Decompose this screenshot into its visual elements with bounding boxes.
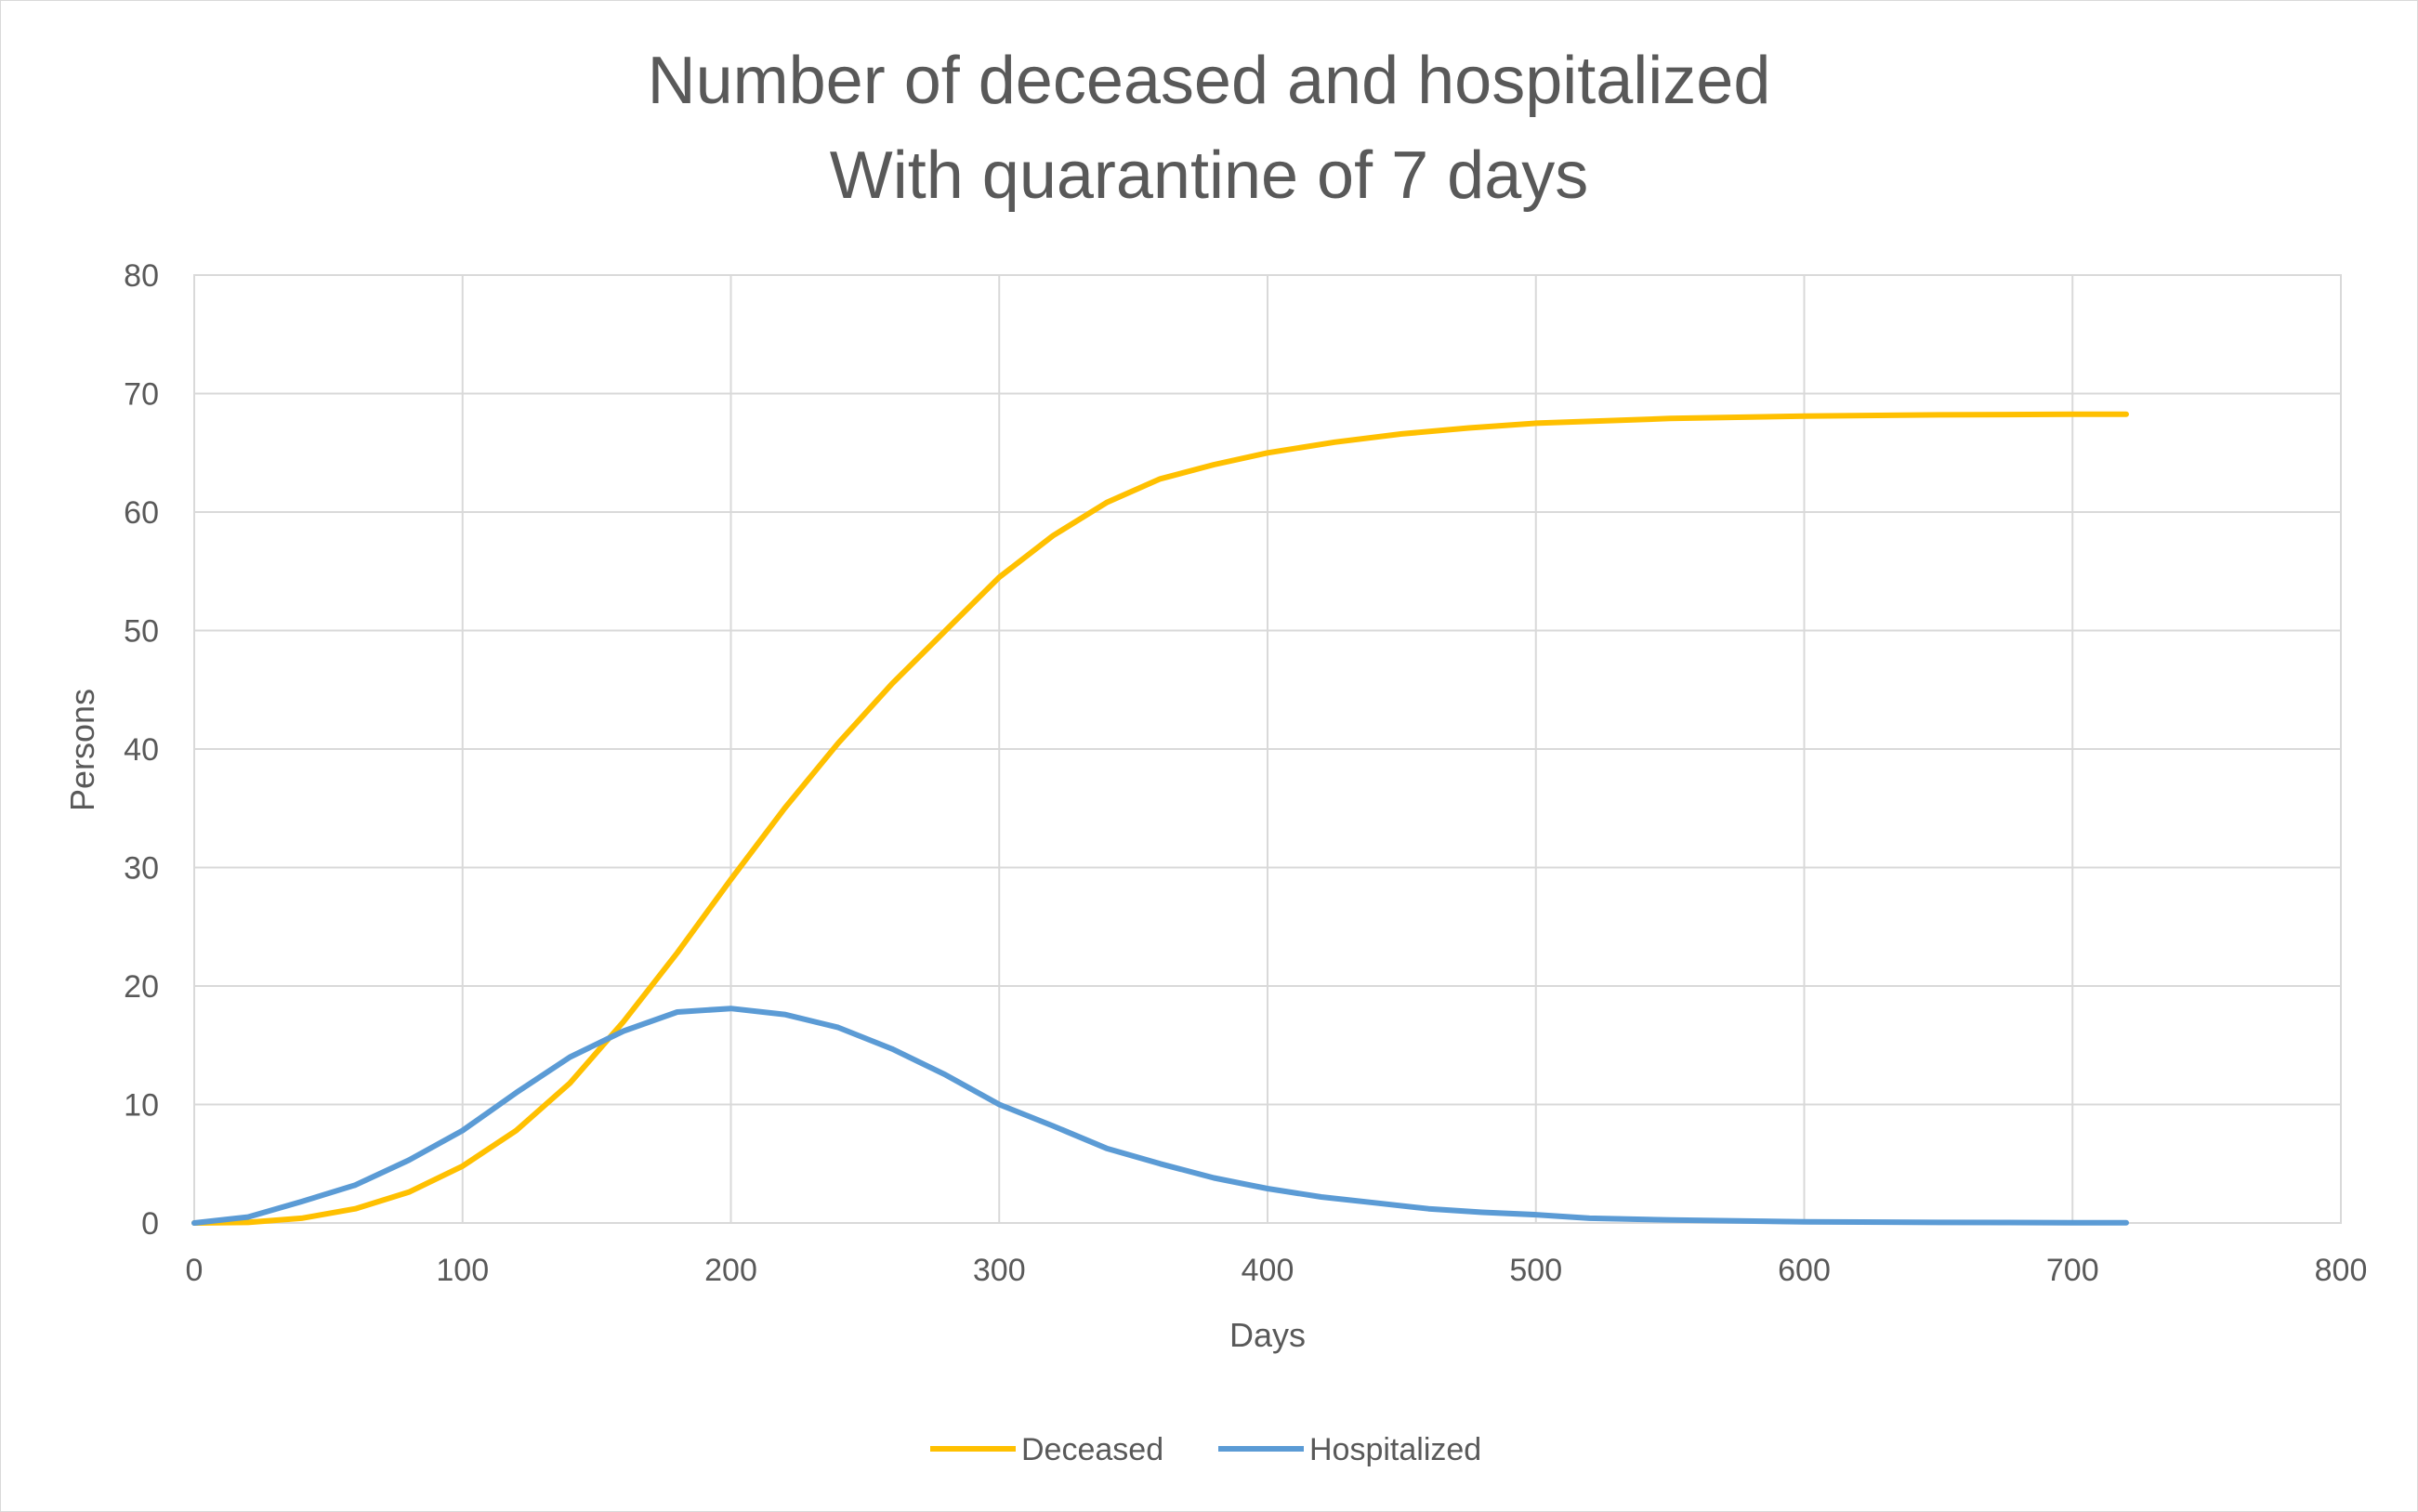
x-axis-label: Days bbox=[1229, 1316, 1306, 1354]
y-tick-label: 10 bbox=[124, 1088, 159, 1124]
x-tick-label: 500 bbox=[1509, 1253, 1562, 1288]
x-tick-label: 700 bbox=[2046, 1253, 2099, 1288]
y-axis-label: Persons bbox=[63, 689, 101, 811]
x-axis-ticks: 0 100 200 300 400 500 600 700 800 bbox=[186, 1253, 2368, 1288]
y-tick-label: 30 bbox=[124, 851, 159, 887]
chart-title-line-2: With quarantine of 7 days bbox=[830, 138, 1588, 213]
y-tick-label: 40 bbox=[124, 732, 159, 768]
x-tick-label: 300 bbox=[973, 1253, 1026, 1288]
legend-label-hospitalized: Hospitalized bbox=[1309, 1432, 1481, 1467]
series-lines bbox=[191, 411, 2129, 1226]
plot-border bbox=[193, 274, 2342, 1224]
x-tick-label: 600 bbox=[1778, 1253, 1831, 1288]
plot-area bbox=[193, 274, 2342, 1224]
y-tick-label: 0 bbox=[141, 1206, 159, 1242]
series-line-deceased bbox=[191, 411, 2129, 1226]
x-tick-label: 0 bbox=[186, 1253, 204, 1288]
y-tick-label: 50 bbox=[124, 614, 159, 650]
legend: Deceased Hospitalized bbox=[930, 1432, 1481, 1467]
y-tick-label: 60 bbox=[124, 495, 159, 531]
x-tick-label: 200 bbox=[704, 1253, 757, 1288]
y-axis-ticks: 0 10 20 30 40 50 60 70 80 bbox=[124, 258, 159, 1242]
series-line-hospitalized bbox=[191, 1006, 2129, 1226]
x-tick-label: 400 bbox=[1242, 1253, 1294, 1288]
legend-label-deceased: Deceased bbox=[1021, 1432, 1163, 1467]
y-tick-label: 80 bbox=[124, 258, 159, 294]
y-tick-label: 20 bbox=[124, 969, 159, 1005]
x-tick-label: 800 bbox=[2315, 1253, 2368, 1288]
chart-title-line-1: Number of deceased and hospitalized bbox=[648, 44, 1771, 118]
x-tick-label: 100 bbox=[436, 1253, 489, 1288]
y-tick-label: 70 bbox=[124, 377, 159, 413]
